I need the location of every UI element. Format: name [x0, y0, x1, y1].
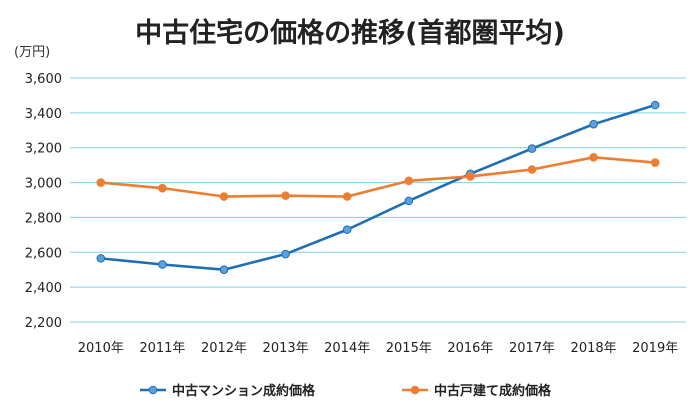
x-tick-label: 2019年	[632, 341, 678, 356]
data-point	[219, 265, 229, 275]
x-axis-ticks: 2010年 2011年 2012年 2013年 2014年 2015年 2016年 2017年…	[78, 341, 678, 356]
x-tick-label: 2012年	[201, 341, 247, 356]
y-axis-ticks: 2,200 2,400 2,600 2,800 3,000 3,200 3,400 3,600	[25, 72, 62, 331]
data-point	[404, 196, 414, 206]
y-tick-label: 3,600	[25, 72, 62, 87]
data-point	[342, 192, 352, 201]
data-point	[158, 260, 167, 269]
chart-title: 中古住宅の価格の推移(首都圏平均)	[135, 17, 565, 49]
data-point	[158, 183, 167, 193]
y-tick-label: 3,200	[25, 142, 62, 157]
x-tick-label: 2017年	[509, 341, 555, 356]
data-point	[466, 172, 475, 181]
x-tick-label: 2014年	[324, 341, 370, 356]
series-1	[96, 100, 660, 275]
y-tick-label: 2,400	[25, 281, 62, 296]
legend-label: 中古戸建て成約価格	[434, 383, 552, 399]
series-lines	[96, 100, 660, 275]
y-tick-label: 2,200	[25, 316, 62, 331]
y-tick-label: 2,800	[25, 211, 62, 226]
legend: 中古マンション成約価格 中古戸建て成約価格	[140, 383, 552, 399]
series-line	[100, 103, 656, 272]
gridlines	[70, 77, 686, 323]
y-tick-label: 2,600	[25, 246, 62, 261]
x-tick-label: 2016年	[447, 341, 493, 356]
data-point	[650, 158, 660, 167]
legend-item: 中古戸建て成約価格	[402, 383, 552, 399]
data-point	[527, 165, 537, 174]
x-tick-label: 2011年	[139, 341, 185, 356]
data-point	[219, 192, 229, 201]
x-tick-label: 2018年	[571, 341, 617, 356]
data-point	[281, 191, 290, 200]
data-point	[589, 119, 598, 129]
y-tick-label: 3,400	[25, 107, 62, 122]
data-point	[281, 249, 290, 259]
x-tick-label: 2010年	[78, 341, 124, 356]
legend-swatch-marker	[148, 385, 158, 395]
legend-swatch-marker	[410, 385, 420, 395]
y-tick-label: 3,000	[25, 177, 62, 192]
legend-label: 中古マンション成約価格	[172, 383, 316, 399]
data-point	[342, 225, 352, 234]
x-tick-label: 2015年	[386, 341, 432, 356]
series-line	[100, 156, 656, 198]
series-2	[96, 153, 660, 201]
data-point	[650, 100, 660, 110]
data-point	[96, 254, 106, 263]
data-point	[527, 144, 537, 153]
data-point	[404, 176, 414, 186]
data-point	[589, 153, 598, 162]
x-tick-label: 2013年	[263, 341, 309, 356]
y-unit-label: (万円)	[14, 45, 50, 60]
data-point	[96, 178, 106, 187]
legend-item: 中古マンション成約価格	[140, 383, 316, 399]
